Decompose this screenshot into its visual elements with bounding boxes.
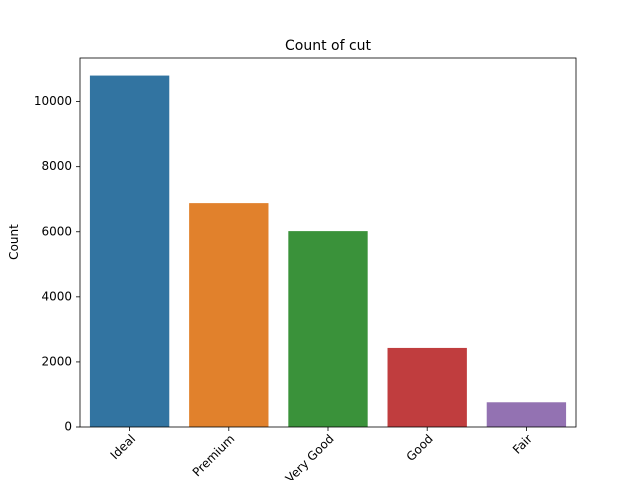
bar-fair	[486, 402, 567, 427]
x-axis-ticks: Ideal Premium Very Good Good Fair	[108, 427, 535, 480]
y-tick-label: 0	[64, 420, 72, 434]
y-axis-label: Count	[7, 224, 21, 260]
x-tick-label: Ideal	[108, 432, 139, 463]
bar-good	[387, 347, 467, 427]
x-tick-label: Fair	[510, 432, 535, 457]
chart-title: Count of cut	[285, 38, 372, 54]
y-tick-label: 2000	[41, 354, 72, 368]
x-tick-label: Very Good	[283, 432, 337, 480]
bar-premium	[189, 203, 269, 427]
y-axis-ticks: 0 2000 4000 6000 8000 10000	[34, 94, 80, 434]
plot-area-frame	[79, 57, 577, 428]
x-tick-label: Premium	[190, 432, 238, 480]
y-tick-label: 8000	[41, 159, 72, 173]
x-tick-label: Good	[404, 432, 436, 464]
bars-group	[89, 75, 567, 428]
y-tick-label: 10000	[34, 94, 72, 108]
y-tick-label: 6000	[41, 224, 72, 238]
y-tick-label: 4000	[41, 289, 72, 303]
bar-very-good	[288, 231, 368, 427]
bar-ideal	[89, 75, 170, 428]
